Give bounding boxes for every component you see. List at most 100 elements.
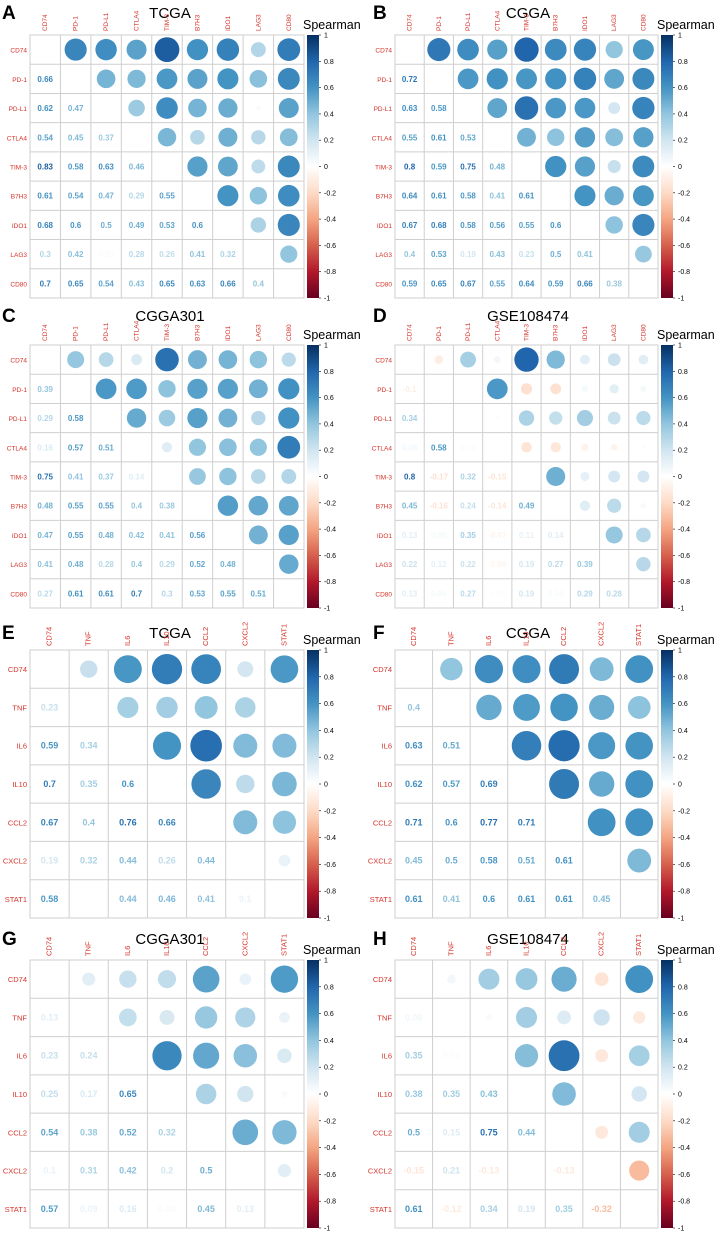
correlation-value: 0.63 (405, 741, 423, 751)
correlation-circle (573, 38, 597, 61)
correlation-value: 0.61 (68, 589, 84, 598)
correlation-value: 0.44 (119, 894, 137, 904)
column-label: PD-L1 (103, 12, 110, 31)
correlation-circle (161, 442, 173, 453)
correlation-value: 0.5 (550, 250, 562, 259)
correlation-value: 0.56 (190, 531, 206, 540)
correlation-value: 0.65 (119, 1089, 137, 1099)
correlation-circle (249, 187, 268, 205)
correlation-circle (281, 1090, 288, 1098)
correlation-circle (187, 378, 208, 399)
column-label: CXCL2 (240, 932, 249, 956)
correlation-value: 0.39 (577, 560, 593, 569)
row-label: STAT1 (370, 1205, 392, 1214)
colorbar-tick-label: 1 (678, 648, 682, 655)
correlation-circle (605, 128, 624, 147)
correlation-value: 0.32 (220, 250, 236, 259)
correlation-value: 0.39 (37, 385, 53, 394)
row-label: B7H3 (376, 504, 393, 511)
correlation-value: 0.01 (80, 894, 98, 904)
correlation-value: 0.58 (460, 221, 476, 230)
row-label: TIM-3 (10, 165, 27, 172)
colorbar-title: Spearman (303, 633, 361, 647)
colorbar-tick-label: -0.2 (678, 500, 690, 507)
row-label: STAT1 (5, 1205, 27, 1214)
correlation-circle (64, 38, 87, 61)
correlation-value: 0.13 (237, 1204, 255, 1214)
correlation-value: 0.32 (80, 856, 98, 866)
correlation-circle (126, 408, 147, 428)
column-label: IL10 (522, 941, 531, 956)
correlation-value: 0.41 (197, 894, 215, 904)
row-label: IL6 (382, 1052, 392, 1061)
correlation-value: 0.71 (518, 817, 536, 827)
correlation-circle (549, 411, 563, 425)
correlation-circle (485, 1014, 493, 1021)
column-label: LAG3 (611, 324, 618, 341)
correlation-circle (447, 974, 456, 984)
panel-title: CGGA (506, 625, 550, 642)
correlation-value: 0.43 (480, 1089, 498, 1099)
row-label: B7H3 (11, 504, 28, 511)
correlation-value: 0.25 (41, 1089, 59, 1099)
correlation-value: 0.52 (119, 1127, 137, 1137)
correlation-circle (157, 970, 177, 989)
correlation-circle (189, 468, 206, 485)
colorbar-tick-label: 0 (678, 782, 682, 789)
row-label: B7H3 (11, 194, 28, 201)
row-label: PD-1 (377, 387, 392, 394)
colorbar-tick-label: -0.4 (324, 1145, 336, 1152)
colorbar-tick-label: 0.2 (678, 1065, 688, 1072)
row-label: CD74 (8, 975, 27, 984)
correlation-circle (638, 354, 649, 365)
correlation-circle (545, 155, 567, 178)
correlation-grid (29, 959, 305, 1229)
correlation-circle (154, 37, 180, 63)
correlation-value: 0.67 (460, 279, 476, 288)
colorbar-tick-label: -0.6 (324, 862, 336, 869)
correlation-circle (595, 1049, 609, 1063)
correlation-value: 0.67 (41, 817, 59, 827)
correlation-circle (237, 1085, 254, 1103)
row-label: CD80 (375, 591, 392, 598)
correlation-value: 0.26 (159, 250, 175, 259)
correlation-circle (218, 350, 238, 369)
correlation-circle (96, 69, 116, 89)
colorbar-bar (307, 650, 319, 918)
row-label: IL10 (12, 780, 27, 789)
correlation-value: 0.55 (68, 502, 84, 511)
colorbar-title: Spearman (657, 943, 715, 957)
correlation-value: 0.61 (405, 894, 423, 904)
correlation-value: 0.41 (489, 192, 505, 201)
row-label: CCL2 (373, 818, 392, 827)
correlation-circle (608, 470, 621, 483)
colorbar-tick-label: 1 (324, 648, 328, 655)
correlation-circle (640, 385, 647, 392)
correlation-value: 0.57 (41, 1204, 59, 1214)
row-label: CXCL2 (3, 857, 27, 866)
correlation-value: 0.38 (159, 502, 175, 511)
column-label: B7H3 (194, 14, 201, 31)
row-label: CTLA4 (372, 445, 393, 452)
colorbar-tick-label: -0.2 (678, 1118, 690, 1125)
correlation-value: 0.38 (80, 1127, 98, 1137)
correlation-value: 0.75 (480, 1127, 498, 1137)
correlation-value: 0.41 (190, 250, 206, 259)
correlation-value: 0.54 (37, 133, 53, 142)
column-label: TNF (84, 941, 93, 956)
correlation-value: 0.32 (460, 473, 476, 482)
correlation-value: -0.16 (430, 502, 449, 511)
correlation-value: 0.4 (253, 279, 265, 288)
column-label: CD80 (640, 14, 647, 31)
correlation-value: 0.4 (82, 817, 95, 827)
correlation-circle (128, 99, 145, 117)
correlation-circle (194, 1006, 218, 1029)
colorbar-bar (307, 345, 319, 608)
correlation-value: 0.51 (443, 741, 461, 751)
correlation-value: 0.52 (190, 560, 206, 569)
panel-label: G (2, 929, 17, 950)
colorbar-tick-label: -0.6 (678, 243, 690, 250)
correlation-circle (594, 972, 609, 987)
